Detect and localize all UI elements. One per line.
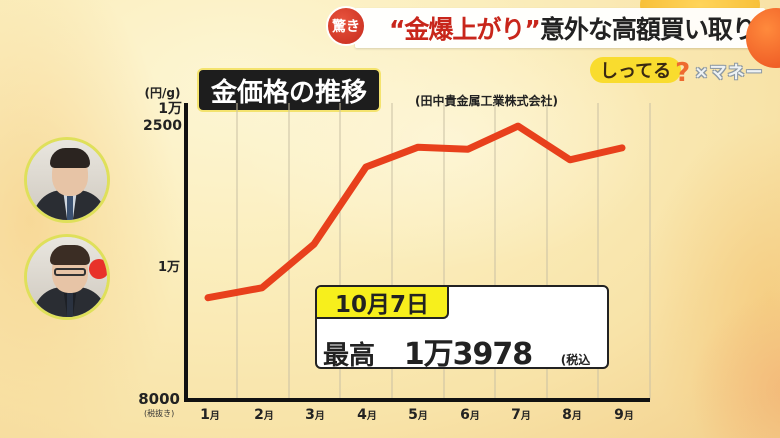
question-mark-icon: ? [675, 58, 691, 88]
chart-title: 金価格の推移 [199, 70, 380, 110]
x-label: 1月 [200, 407, 220, 423]
x-label: 8月 [562, 407, 582, 423]
apple-decoration [89, 259, 107, 279]
y-tick-top: 1万2500 [143, 101, 182, 134]
tax-included-note: (税込み) [560, 353, 591, 367]
record-value: 1万3978円 [403, 337, 533, 369]
y-axis-unit: (円/g) [144, 86, 181, 100]
x-label: 4月 [357, 407, 377, 423]
headline-banner: “金爆上がり” 意外な高額買い取り [355, 8, 765, 48]
tax-excluded-note: (税抜き) [144, 409, 175, 418]
background-blob [230, 10, 670, 270]
glasses [54, 268, 86, 276]
price-line [204, 122, 626, 302]
logo-suffix: ×マネー [694, 62, 764, 83]
record-date: 10月7日 [317, 287, 449, 319]
record-high-callout: 10月7日 最高値 1万3978円 (税込み) [315, 285, 609, 369]
record-value-row: 最高値 1万3978円 (税込み) [323, 329, 607, 369]
chart-source: (田中貴金属工業株式会社) [415, 94, 558, 108]
x-label: 9月 [614, 407, 634, 423]
headline-text: 意外な高額買い取り [539, 15, 757, 44]
logo-main: しってる [590, 57, 682, 83]
x-label: 3月 [305, 407, 325, 423]
show-logo: しってる ? ×マネー [590, 56, 764, 88]
x-label: 6月 [460, 407, 480, 423]
surprise-badge: 驚き [326, 6, 366, 46]
presenter-video-2 [24, 234, 110, 320]
record-label: 最高値 [323, 341, 376, 369]
headline-highlight: “金爆上がり” [389, 15, 541, 44]
x-label: 2月 [254, 407, 274, 423]
x-label: 7月 [511, 407, 531, 423]
background-blob [690, 290, 780, 438]
y-tick-bottom: 8000 [138, 390, 180, 408]
presenter-video-1 [24, 137, 110, 223]
background-blob [640, 120, 780, 438]
x-label: 5月 [408, 407, 428, 423]
y-tick-mid: 1万 [157, 260, 180, 275]
